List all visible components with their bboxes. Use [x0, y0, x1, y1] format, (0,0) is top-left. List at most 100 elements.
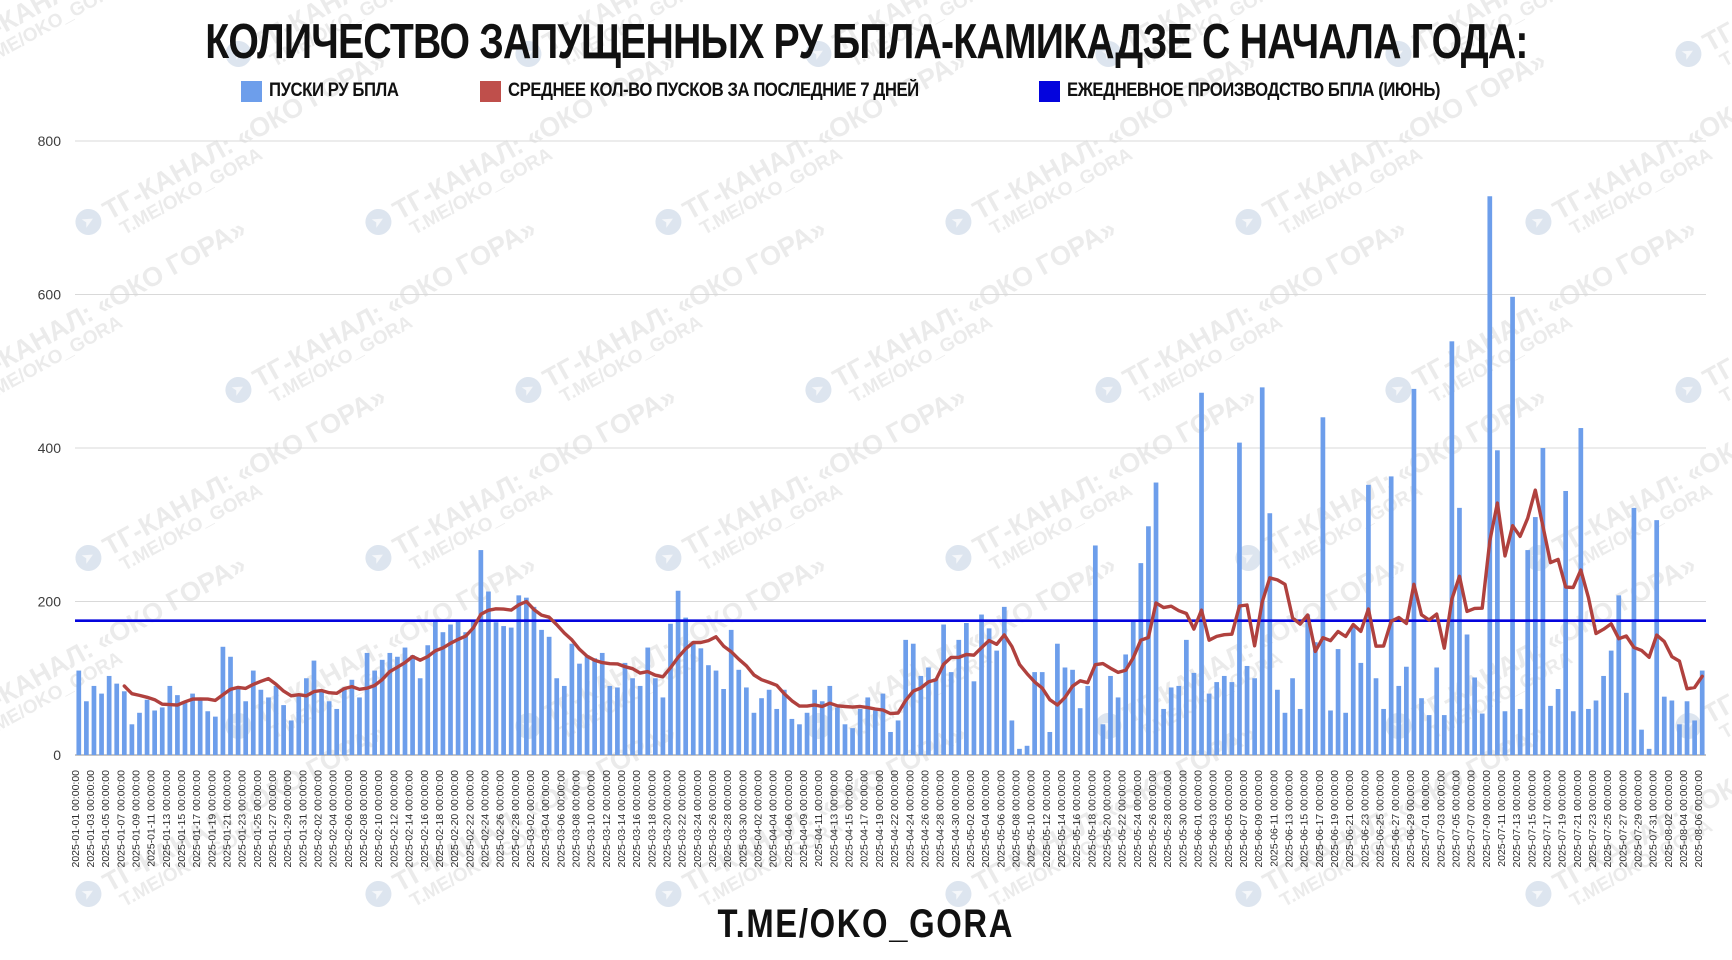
- x-tick-label-2025-01-25: 2025-01-25 00:00:00: [252, 770, 264, 868]
- bar-2025-07-28: [1631, 507, 1637, 755]
- x-tick-label-2025-05-02: 2025-05-02 00:00:00: [965, 770, 977, 868]
- bar-2025-02-04: [334, 708, 340, 755]
- bar-2025-05-18: [1092, 545, 1098, 755]
- bar-2025-03-01: [524, 597, 529, 755]
- bar-2025-01-14: [175, 695, 180, 755]
- x-tick-label-2025-06-09: 2025-06-09 00:00:00: [1253, 770, 1265, 868]
- bar-2025-08-01: [1661, 696, 1667, 755]
- x-tick-label-2025-02-02: 2025-02-02 00:00:00: [313, 770, 325, 868]
- x-tick-label-2025-02-16: 2025-02-16 00:00:00: [419, 770, 431, 868]
- bar-2025-03-24: [698, 648, 704, 755]
- bar-2025-02-13: [402, 647, 408, 755]
- bar-2025-01-10: [144, 699, 150, 755]
- bar-2025-02-21: [463, 632, 469, 755]
- bar-2025-01-05: [106, 675, 112, 755]
- bar-2025-07-06: [1464, 634, 1470, 755]
- bar-2025-05-10: [1032, 672, 1037, 755]
- x-tick-label-2025-05-04: 2025-05-04 00:00:00: [980, 770, 992, 868]
- bar-2025-08-03: [1677, 724, 1682, 755]
- x-tick-label-2025-04-11: 2025-04-11 00:00:00: [813, 770, 825, 867]
- x-tick-label-2025-04-26: 2025-04-26 00:00:00: [919, 770, 931, 868]
- bar-2025-03-02: [531, 606, 537, 755]
- bar-2025-06-01: [1199, 392, 1204, 755]
- bar-2025-02-20: [455, 620, 461, 755]
- x-tick-label-2025-03-06: 2025-03-06 00:00:00: [555, 770, 567, 868]
- x-tick-label-2025-02-22: 2025-02-22 00:00:00: [464, 770, 476, 868]
- bar-2025-04-22: [895, 720, 901, 755]
- x-tick-label-2025-02-26: 2025-02-26 00:00:00: [495, 770, 507, 868]
- bar-2025-06-06: [1237, 442, 1242, 755]
- x-tick-label-2025-04-04: 2025-04-04 00:00:00: [768, 770, 780, 868]
- bar-2025-07-09: [1487, 196, 1493, 755]
- bar-2025-03-15: [630, 678, 635, 755]
- bar-2025-01-06: [114, 683, 120, 755]
- bar-2025-07-10: [1495, 450, 1500, 755]
- x-tick-label-2025-06-19: 2025-06-19 00:00:00: [1329, 770, 1341, 868]
- bar-2025-07-27: [1623, 692, 1629, 755]
- x-tick-label-2025-02-12: 2025-02-12 00:00:00: [388, 770, 400, 868]
- bar-2025-02-12: [395, 656, 400, 755]
- bar-2025-07-23: [1593, 700, 1599, 755]
- x-tick-label-2025-04-15: 2025-04-15 00:00:00: [844, 770, 856, 868]
- x-tick-label-2025-05-14: 2025-05-14 00:00:00: [1056, 770, 1068, 868]
- x-tick-label-2025-05-28: 2025-05-28 00:00:00: [1162, 770, 1174, 868]
- x-tick-label-2025-01-27: 2025-01-27 00:00:00: [267, 770, 279, 868]
- bar-2025-04-11: [819, 701, 825, 755]
- bar-2025-04-26: [926, 667, 931, 755]
- x-tick-label-2025-04-22: 2025-04-22 00:00:00: [889, 770, 901, 868]
- bar-2025-03-25: [706, 665, 711, 755]
- bar-2025-03-05: [554, 678, 560, 755]
- bar-2025-02-16: [425, 645, 431, 755]
- x-tick-label-2025-06-25: 2025-06-25 00:00:00: [1375, 770, 1387, 868]
- bar-2025-03-04: [546, 636, 552, 755]
- bar-2025-01-07: [121, 691, 127, 755]
- legend-label-launches: ПУСКИ РУ БПЛА: [269, 80, 399, 101]
- x-tick-label-2025-03-14: 2025-03-14 00:00:00: [616, 770, 628, 868]
- x-tick-label-2025-05-24: 2025-05-24 00:00:00: [1132, 770, 1144, 868]
- bar-2025-05-02: [971, 681, 977, 755]
- y-tick-label-400: 400: [38, 440, 62, 456]
- bar-2025-06-08: [1252, 678, 1257, 755]
- bar-2025-02-23: [478, 550, 484, 755]
- bar-2025-01-09: [137, 712, 142, 755]
- bar-2025-01-26: [266, 697, 271, 755]
- bar-2025-02-10: [379, 659, 385, 755]
- x-tick-label-2025-02-10: 2025-02-10 00:00:00: [373, 770, 385, 868]
- bar-2025-05-23: [1130, 620, 1136, 755]
- x-tick-label-2025-05-16: 2025-05-16 00:00:00: [1071, 770, 1083, 868]
- bar-2025-04-02: [759, 698, 764, 755]
- x-tick-label-2025-06-07: 2025-06-07 00:00:00: [1238, 770, 1250, 868]
- legend-label-production: ЕЖЕДНЕВНОЕ ПРОИЗВОДСТВО БПЛА (ИЮНЬ): [1066, 80, 1441, 101]
- x-tick-label-2025-04-13: 2025-04-13 00:00:00: [828, 770, 840, 868]
- bar-2025-04-05: [781, 689, 787, 755]
- y-tick-label-600: 600: [38, 287, 62, 303]
- bar-2025-05-13: [1055, 643, 1060, 755]
- x-tick-label-2025-07-21: 2025-07-21 00:00:00: [1572, 770, 1584, 868]
- legend-item-production: ЕЖЕДНЕВНОЕ ПРОИЗВОДСТВО БПЛА (ИЮНЬ): [1038, 80, 1491, 102]
- bar-2025-02-19: [448, 624, 453, 755]
- bar-2025-05-17: [1085, 685, 1091, 755]
- page-title-text: КОЛИЧЕСТВО ЗАПУЩЕННЫХ РУ БПЛА-КАМИКАДЗЕ …: [204, 15, 1528, 69]
- bar-2025-07-18: [1555, 688, 1561, 755]
- x-tick-label-2025-03-10: 2025-03-10 00:00:00: [586, 770, 598, 868]
- bar-2025-07-17: [1548, 705, 1553, 755]
- x-tick-label-2025-06-17: 2025-06-17 00:00:00: [1314, 770, 1326, 868]
- bar-2025-01-21: [228, 656, 233, 755]
- bar-2025-07-08: [1479, 713, 1485, 755]
- bar-2025-04-17: [865, 697, 871, 755]
- x-tick-label-2025-06-05: 2025-06-05 00:00:00: [1223, 770, 1235, 868]
- bar-2025-04-13: [835, 707, 840, 755]
- x-tick-label-2025-02-24: 2025-02-24 00:00:00: [479, 770, 491, 868]
- bar-2025-07-02: [1434, 667, 1440, 755]
- bar-2025-02-07: [357, 697, 362, 755]
- bar-2025-01-18: [205, 711, 211, 755]
- bar-2025-03-16: [637, 685, 643, 755]
- bar-2025-06-13: [1290, 678, 1295, 755]
- bar-2025-07-24: [1601, 675, 1606, 755]
- x-tick-label-2025-01-05: 2025-01-05 00:00:00: [100, 770, 112, 868]
- bar-2025-04-12: [827, 685, 833, 755]
- bar-2025-06-10: [1267, 513, 1273, 755]
- x-tick-label-2025-07-09: 2025-07-09 00:00:00: [1481, 770, 1493, 868]
- bar-2025-04-14: [842, 724, 848, 755]
